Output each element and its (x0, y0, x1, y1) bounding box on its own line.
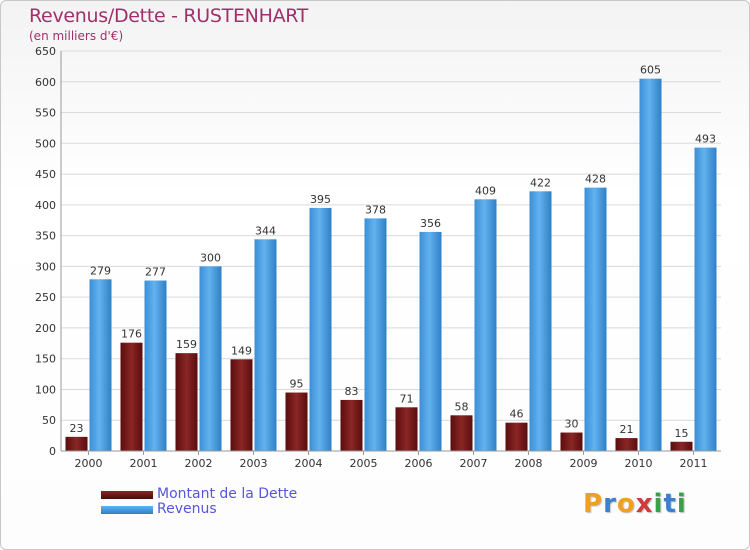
data-label-dette: 23 (70, 422, 84, 435)
bar-revenus (584, 187, 607, 451)
data-label-dette: 21 (620, 423, 634, 436)
bar-dette (505, 422, 528, 451)
bar-dette (670, 441, 693, 451)
y-tick-label: 50 (42, 414, 56, 427)
bar-revenus (254, 239, 277, 451)
legend-item-dette: Montant de la Dette (101, 487, 297, 502)
bar-revenus (144, 280, 167, 451)
x-tick-label: 2010 (625, 457, 653, 470)
data-label-dette: 58 (455, 400, 469, 413)
bar-dette (285, 392, 308, 451)
data-label-revenus: 378 (365, 203, 386, 216)
logo-letter: t (663, 489, 677, 519)
bar-dette (395, 407, 418, 451)
logo-letter: i (653, 489, 664, 519)
y-tick-label: 500 (35, 137, 56, 150)
y-tick-label: 550 (35, 107, 56, 120)
bar-dette (615, 438, 638, 451)
legend-label-revenus: Revenus (157, 501, 217, 517)
bar-revenus (364, 218, 387, 451)
data-label-dette: 71 (400, 392, 414, 405)
bar-revenus (474, 199, 497, 451)
y-tick-label: 100 (35, 383, 56, 396)
proxiti-logo: Proxiti (583, 489, 687, 519)
data-label-dette: 159 (176, 338, 197, 351)
data-label-dette: 176 (121, 328, 142, 341)
x-tick-label: 2009 (570, 457, 598, 470)
x-tick-label: 2003 (240, 457, 268, 470)
data-label-revenus: 344 (255, 224, 276, 237)
x-tick-label: 2007 (460, 457, 488, 470)
bar-dette (120, 342, 143, 451)
data-label-revenus: 356 (420, 217, 441, 230)
data-label-revenus: 605 (640, 64, 661, 77)
bar-dette (560, 432, 583, 451)
chart-legend: Montant de la Dette Revenus (101, 487, 297, 517)
data-label-dette: 149 (231, 344, 252, 357)
bar-revenus (529, 191, 552, 452)
data-label-dette: 15 (675, 427, 689, 440)
x-tick-label: 2008 (515, 457, 543, 470)
data-label-dette: 83 (345, 385, 359, 398)
logo-letter: i (676, 489, 687, 519)
y-tick-label: 250 (35, 291, 56, 304)
chart-title: Revenus/Dette - RUSTENHART (29, 5, 309, 27)
x-tick-label: 2004 (295, 457, 323, 470)
y-tick-label: 300 (35, 260, 56, 273)
legend-swatch-dette (101, 490, 153, 499)
bar-dette (450, 415, 473, 451)
chart-subtitle: (en milliers d'€) (29, 29, 124, 43)
legend-swatch-revenus (101, 505, 153, 514)
bar-revenus (419, 231, 442, 451)
logo-letter: x (635, 489, 654, 519)
legend-label-dette: Montant de la Dette (157, 486, 298, 502)
data-label-dette: 95 (290, 378, 304, 391)
bar-revenus (639, 78, 662, 451)
data-label-dette: 46 (510, 408, 524, 421)
data-label-revenus: 277 (145, 266, 166, 279)
x-tick-label: 2000 (75, 457, 103, 470)
y-tick-label: 600 (35, 76, 56, 89)
data-label-revenus: 422 (530, 176, 551, 189)
y-tick-label: 400 (35, 199, 56, 212)
legend-item-revenus: Revenus (101, 502, 297, 517)
y-tick-label: 450 (35, 168, 56, 181)
bar-revenus (694, 147, 717, 451)
x-tick-label: 2002 (185, 457, 213, 470)
logo-letter: P (583, 489, 604, 519)
data-label-revenus: 395 (310, 193, 331, 206)
data-label-revenus: 279 (90, 264, 111, 277)
y-tick-label: 150 (35, 353, 56, 366)
y-tick-label: 200 (35, 322, 56, 335)
data-label-revenus: 409 (475, 184, 496, 197)
y-tick-label: 650 (35, 45, 56, 58)
bar-dette (65, 436, 88, 451)
y-tick-label: 350 (35, 230, 56, 243)
bar-dette (230, 359, 253, 451)
bar-revenus (199, 266, 222, 451)
bar-revenus (89, 279, 112, 451)
bar-dette (175, 353, 198, 451)
data-label-revenus: 428 (585, 173, 606, 186)
data-label-revenus: 493 (695, 133, 716, 146)
y-tick-label: 0 (49, 445, 56, 458)
bar-revenus (309, 207, 332, 451)
x-tick-label: 2011 (680, 457, 708, 470)
bar-dette (340, 399, 363, 451)
logo-letter: r (603, 489, 617, 519)
data-label-dette: 30 (565, 418, 579, 431)
logo-letter: o (616, 489, 636, 519)
data-label-revenus: 300 (200, 251, 221, 264)
x-tick-label: 2001 (130, 457, 158, 470)
x-tick-label: 2005 (350, 457, 378, 470)
x-tick-label: 2006 (405, 457, 433, 470)
